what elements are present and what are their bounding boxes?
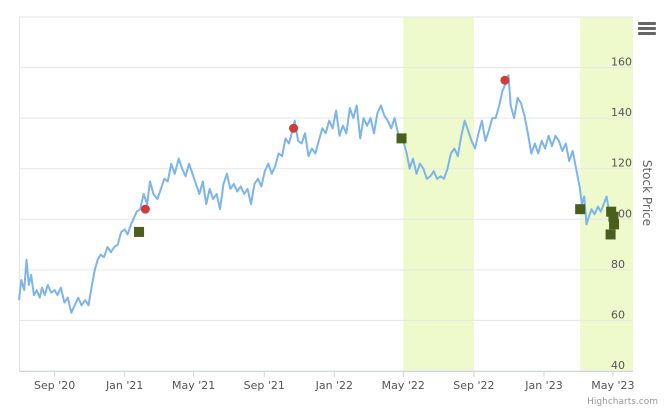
event-markers[interactable] <box>134 75 620 240</box>
x-tick-label: Jan '22 <box>315 379 353 392</box>
x-tick-label: May '23 <box>591 379 634 392</box>
square-marker[interactable] <box>606 206 617 217</box>
menu-icon[interactable] <box>638 22 656 35</box>
circle-marker[interactable] <box>140 204 150 214</box>
x-tick-label: Sep '22 <box>453 379 494 392</box>
y-tick-label: 80 <box>611 258 625 271</box>
square-marker[interactable] <box>605 229 616 240</box>
x-tick-label: Sep '21 <box>244 379 285 392</box>
highlight-band-1 <box>580 17 633 371</box>
square-marker[interactable] <box>396 133 407 144</box>
price-series[interactable] <box>18 74 614 314</box>
series-line-0[interactable] <box>18 74 614 314</box>
x-axis-tick-labels: Sep '20 Jan '21 May '21 Sep '21 Jan '22 May '… <box>34 371 635 392</box>
x-tick-label: Jan '23 <box>524 379 562 392</box>
square-marker[interactable] <box>134 226 145 237</box>
square-marker[interactable] <box>575 204 586 215</box>
x-tick-label: May '22 <box>382 379 425 392</box>
y-tick-label: 60 <box>611 308 625 321</box>
x-tick-label: Jan '21 <box>105 379 143 392</box>
x-tick-label: Sep '20 <box>34 379 75 392</box>
y-tick-label: 140 <box>611 106 632 119</box>
y-axis-title: Stock Price <box>640 160 654 226</box>
highlight-band-0 <box>403 17 474 371</box>
y-tick-label: 120 <box>611 157 632 170</box>
y-tick-label: 40 <box>611 359 625 372</box>
highlight-bands <box>403 17 633 371</box>
y-tick-label: 160 <box>611 56 632 69</box>
circle-marker[interactable] <box>289 123 299 133</box>
square-marker[interactable] <box>609 219 620 230</box>
credits-link[interactable]: Highcharts.com <box>587 397 658 407</box>
square-marker[interactable] <box>608 211 619 222</box>
gridlines <box>19 16 633 372</box>
x-tick-label: May '21 <box>172 379 215 392</box>
circle-marker[interactable] <box>500 75 510 85</box>
